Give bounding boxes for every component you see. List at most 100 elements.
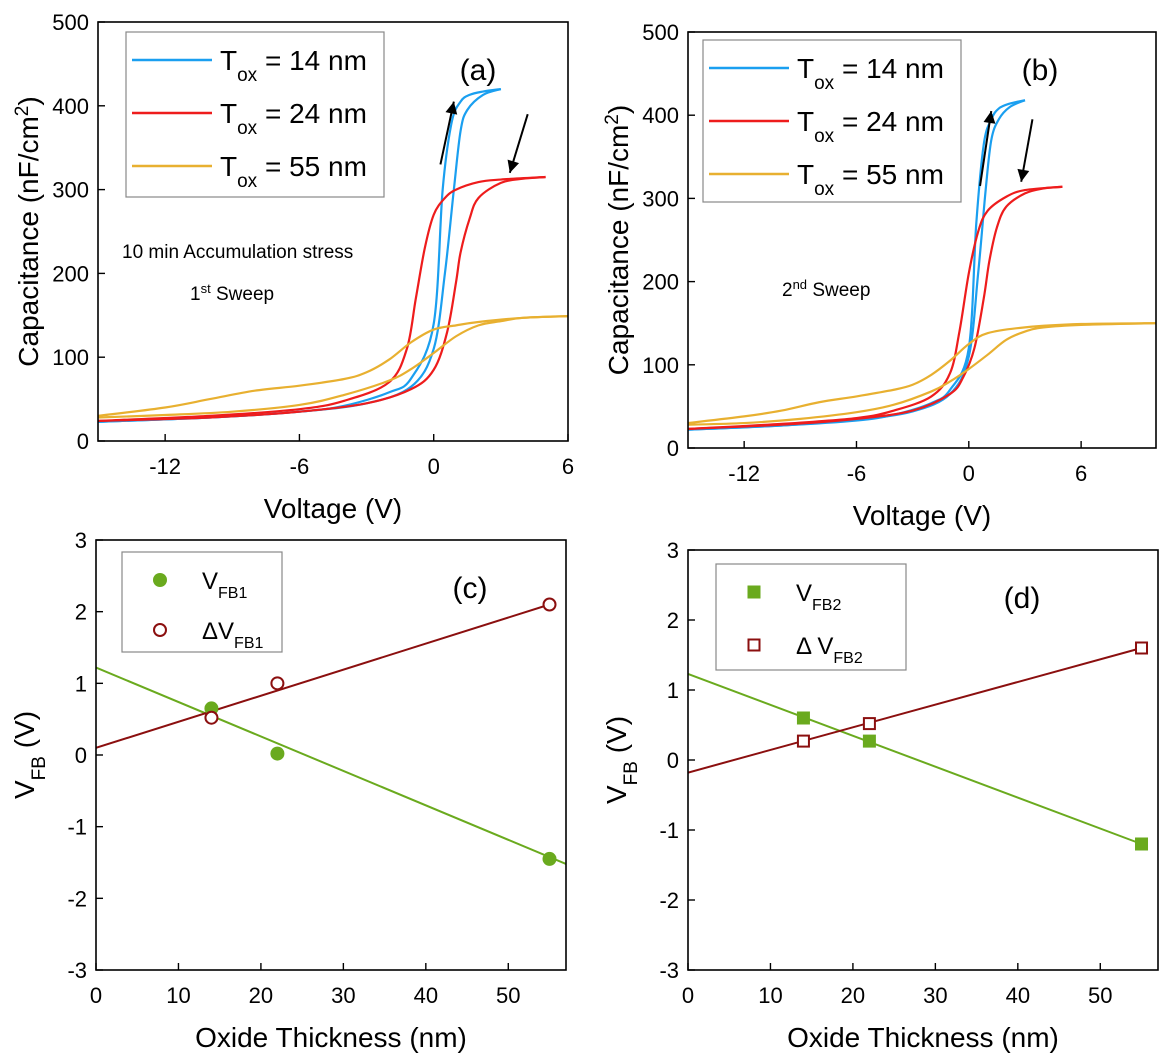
data-point (270, 676, 285, 691)
y-tick-label: 0 (667, 436, 679, 461)
y-tick-label: 0 (667, 748, 679, 773)
sweep-arrow (439, 101, 458, 165)
y-tick-label: 3 (75, 528, 87, 553)
plot-area (96, 597, 566, 866)
plot-area (688, 641, 1149, 851)
legend-marker (153, 623, 167, 637)
y-tick-label: 500 (642, 20, 679, 45)
x-tick-label: 30 (331, 983, 355, 1008)
x-tick-label: 0 (963, 461, 975, 486)
y-tick-label: 2 (75, 600, 87, 625)
y-axis-label: VFB (V) (9, 711, 50, 799)
x-tick-label: -6 (847, 461, 867, 486)
legend-entry: Tox = 14 nm (132, 45, 367, 86)
y-tick-label: 400 (642, 103, 679, 128)
x-tick-label: 40 (1006, 983, 1030, 1008)
legend-marker (153, 573, 167, 587)
x-tick-label: 20 (249, 983, 273, 1008)
data-point (542, 851, 557, 866)
legend-label: Tox = 14 nm (797, 53, 944, 94)
panel-label: (d) (1004, 582, 1041, 615)
panel-label: (a) (460, 54, 497, 87)
y-tick-label: 2 (667, 608, 679, 633)
data-point (862, 717, 876, 731)
data-point (796, 711, 810, 725)
x-tick-label: 30 (923, 983, 947, 1008)
axes-frame (97, 21, 569, 442)
y-tick-label: 100 (52, 345, 89, 370)
legend: Tox = 14 nm Tox = 24 nm Tox = 55 nm (702, 39, 962, 203)
data-point (796, 734, 810, 748)
panel-label: (b) (1022, 54, 1059, 87)
axes-frame (687, 31, 1157, 449)
data-point (542, 597, 557, 612)
x-axis-label: Oxide Thickness (nm) (195, 1022, 467, 1053)
legend-entry: Tox = 55 nm (709, 159, 944, 200)
legend-entry: ΔVFB1 (153, 618, 263, 652)
sweep-arrow (1017, 119, 1034, 182)
series-line-t55 (98, 315, 568, 419)
legend-label: Tox = 24 nm (220, 98, 367, 139)
x-tick-label: -6 (290, 454, 310, 479)
series-line-t24 (688, 185, 1063, 430)
panel-label: (c) (453, 572, 488, 605)
y-tick-label: 3 (667, 538, 679, 563)
x-tick-label: -12 (149, 454, 181, 479)
legend-entry: VFB1 (153, 568, 247, 602)
legend-entry: Tox = 24 nm (132, 98, 367, 139)
legend-label: Tox = 55 nm (797, 159, 944, 200)
legend-entry: Tox = 24 nm (709, 106, 944, 147)
legend-label: Tox = 24 nm (797, 106, 944, 147)
plot-area (688, 99, 1156, 431)
y-tick-label: 300 (52, 178, 89, 203)
series-line-t55 (688, 322, 1156, 426)
panel-a: -12 -6 0 6 0 100 200 300 400 500 Voltage (V) Capaci… (12, 10, 575, 524)
legend-label: VFB2 (796, 580, 841, 614)
y-tick-label: 1 (75, 671, 87, 696)
x-tick-label: 6 (1075, 461, 1087, 486)
legend: Tox = 14 nm Tox = 24 nm Tox = 55 nm (125, 31, 385, 198)
x-tick-label: 40 (414, 983, 438, 1008)
fit-line-darkred (96, 603, 550, 749)
legend-entry: Tox = 14 nm (709, 53, 944, 94)
fit-line-green (96, 666, 566, 865)
data-point (204, 710, 219, 725)
y-tick-label: 200 (52, 261, 89, 286)
panel-b: -12 -6 0 6 0 100 200 300 400 500 Voltage (V) Capaci… (602, 20, 1157, 531)
y-tick-label: -2 (67, 886, 87, 911)
legend: VFB1 ΔVFB1 (121, 551, 283, 653)
x-tick-label: 0 (428, 454, 440, 479)
series-line-t24 (98, 175, 546, 422)
data-point (1135, 837, 1149, 851)
y-tick-label: -2 (659, 888, 679, 913)
series-line-t55 (688, 322, 1156, 425)
x-tick-label: 0 (90, 983, 102, 1008)
y-tick-label: 300 (642, 186, 679, 211)
sweep-arrow (979, 110, 996, 187)
legend-label: ΔVFB1 (202, 618, 263, 652)
x-tick-label: 0 (682, 983, 694, 1008)
y-tick-label: 500 (52, 10, 89, 35)
x-axis-label: Oxide Thickness (nm) (787, 1022, 1059, 1053)
sweep-arrow (507, 113, 529, 174)
x-tick-label: 10 (166, 983, 190, 1008)
series-line-t55 (98, 315, 568, 417)
legend-label: Tox = 55 nm (220, 151, 367, 192)
y-tick-label: 1 (667, 678, 679, 703)
data-point (862, 734, 876, 748)
legend-entry: VFB2 (747, 580, 841, 614)
legend-marker (747, 638, 761, 652)
x-tick-label: 6 (562, 454, 574, 479)
panel-c: 0 10 20 30 40 50 -3 -2 -1 0 1 2 3 Oxide Thickness (nm… (9, 528, 567, 1053)
y-tick-label: -1 (67, 815, 87, 840)
legend-label: Δ VFB2 (796, 633, 863, 667)
y-axis-label: VFB (V) (601, 716, 642, 804)
panel-d: 0 10 20 30 40 50 -3 -2 -1 0 1 2 3 Oxide Thickness (nm… (601, 538, 1159, 1053)
x-tick-label: -12 (728, 461, 760, 486)
annotation-text: 10 min Accumulation stress (122, 242, 353, 263)
legend-entry: Δ VFB2 (747, 633, 863, 667)
x-axis-label: Voltage (V) (264, 493, 403, 524)
x-axis-label: Voltage (V) (853, 500, 992, 531)
y-axis-label: Capacitance (nF/cm2) (12, 96, 45, 366)
